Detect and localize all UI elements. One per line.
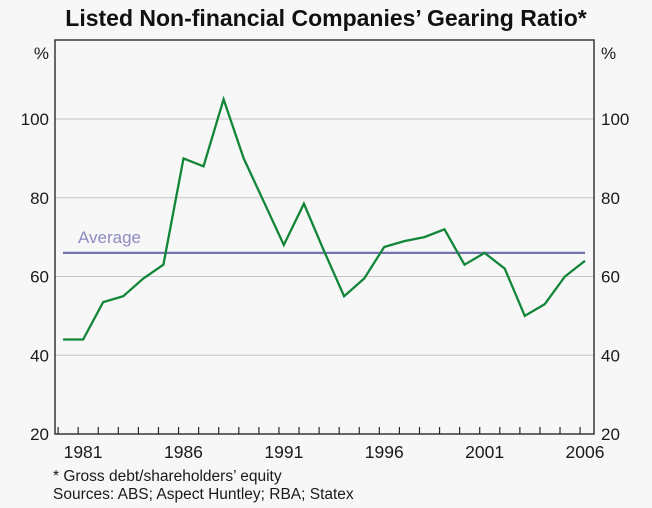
plot-frame: [54, 39, 595, 435]
chart-title: Listed Non-financial Companies’ Gearing …: [65, 5, 587, 31]
x-label-1996: 1996: [365, 442, 404, 462]
x-label-1986: 1986: [164, 442, 203, 462]
average-label: Average: [78, 228, 141, 247]
unit-label-left: %: [34, 44, 49, 63]
y-label-right-40: 40: [601, 346, 620, 365]
chart-sources: Sources: ABS; Aspect Huntley; RBA; State…: [53, 486, 354, 503]
unit-label-right: %: [601, 44, 616, 63]
y-label-left-80: 80: [30, 189, 49, 208]
y-label-left-40: 40: [30, 346, 49, 365]
y-label-right-20: 20: [601, 425, 620, 444]
y-label-left-100: 100: [21, 110, 49, 129]
chart-footnote: * Gross debt/shareholders’ equity: [53, 468, 282, 485]
x-label-2006: 2006: [566, 442, 605, 462]
y-label-left-60: 60: [30, 268, 49, 287]
y-label-right-80: 80: [601, 189, 620, 208]
y-label-right-60: 60: [601, 268, 620, 287]
y-label-left-20: 20: [30, 425, 49, 444]
x-label-1991: 1991: [264, 442, 303, 462]
x-label-2001: 2001: [465, 442, 504, 462]
x-label-1981: 1981: [64, 442, 103, 462]
series-line-gearing-ratio: [63, 95, 586, 341]
y-label-right-100: 100: [601, 110, 629, 129]
